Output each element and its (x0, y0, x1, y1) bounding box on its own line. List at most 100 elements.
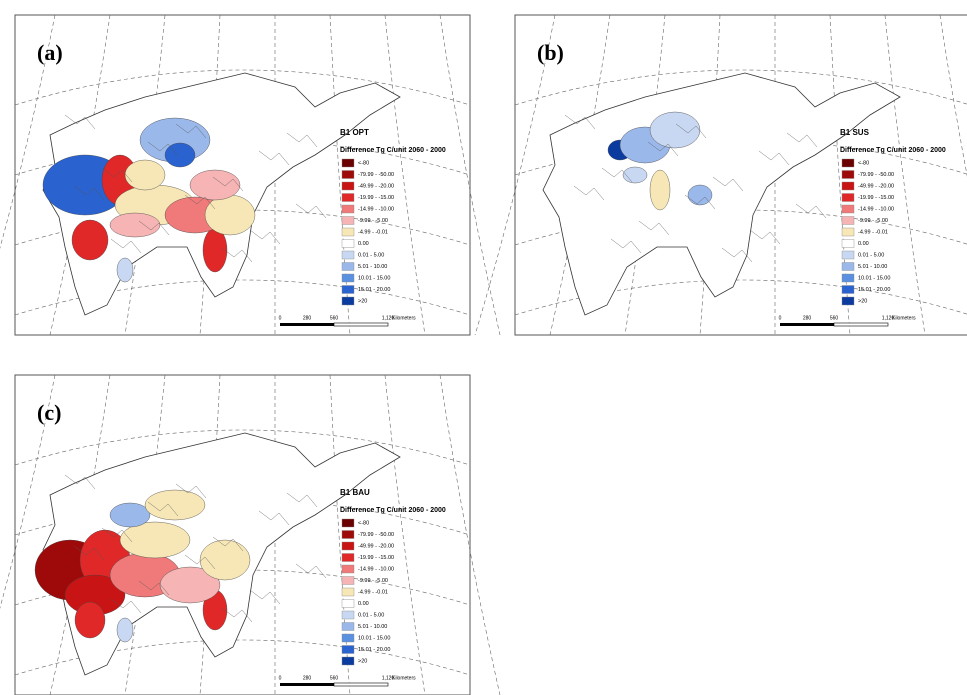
graticule (884, 14, 926, 336)
region-boundary (601, 167, 633, 183)
scale-label: 280 (303, 675, 312, 681)
region-boundary (221, 247, 253, 263)
legend-label: 10.01 - 15.00 (858, 275, 890, 281)
region-fill (116, 257, 134, 283)
region-boundary (175, 483, 207, 499)
legend-label: >20 (858, 298, 867, 304)
region-boundary (64, 474, 96, 490)
region-boundary (258, 150, 290, 166)
region-boundary (638, 220, 670, 236)
legend-label: <-80 (358, 160, 369, 166)
region-fill (119, 521, 191, 559)
region-boundary (101, 527, 133, 543)
region-boundary (147, 141, 179, 157)
legend-label: -79.99 - -50.00 (358, 532, 394, 538)
scale-label: 0 (279, 675, 282, 681)
region-fill (71, 219, 109, 261)
region-boundary (73, 185, 105, 201)
region-fill (74, 601, 106, 639)
legend-swatch (341, 296, 355, 306)
legend-swatch (841, 216, 855, 225)
scale-label: 560 (330, 675, 339, 681)
region-boundary (249, 589, 281, 605)
legend-label: 10.01 - 15.00 (358, 275, 390, 281)
region-boundary (286, 132, 318, 148)
region-fill (164, 142, 196, 168)
region-fill (199, 539, 251, 581)
legend-swatch (841, 262, 855, 271)
region-fill (116, 617, 134, 643)
graticule (514, 69, 967, 106)
legend-swatch (341, 530, 355, 539)
legend-swatch (341, 656, 355, 666)
legend-swatch (841, 170, 855, 179)
region-fill (202, 227, 228, 273)
legend-label: 5.01 - 10.00 (358, 624, 387, 630)
legend-label: 0.00 (358, 241, 369, 247)
legend-swatch (341, 622, 355, 631)
legend-swatch (841, 158, 855, 168)
legend-label: 5.01 - 10.00 (858, 264, 887, 270)
legend-swatch (841, 250, 855, 260)
legend-swatch (341, 633, 355, 643)
graticule (474, 14, 556, 336)
legend-swatch (341, 262, 355, 271)
region-fill (622, 166, 648, 184)
region-fill (189, 169, 241, 201)
scale-label: 0 (779, 315, 782, 321)
graticule (439, 14, 501, 336)
region-boundary (564, 114, 596, 130)
legend-swatch (341, 227, 355, 237)
legend-label: 10.01 - 15.00 (358, 635, 390, 641)
region-boundary (110, 598, 142, 614)
legend-scenario: B1 OPT (340, 128, 369, 137)
legend-swatch (341, 158, 355, 168)
region-boundary (573, 185, 605, 201)
scale-label: 280 (303, 315, 312, 321)
legend-swatch (341, 239, 355, 248)
legend-label: -4.99 - -0.01 (358, 229, 388, 235)
legend-label: 0.01 - 5.00 (358, 252, 384, 258)
legend-swatch (341, 599, 355, 608)
region-boundary (786, 132, 818, 148)
legend-label: -4.99 - -0.01 (858, 229, 888, 235)
legend-label: -14.99 - -10.00 (858, 206, 894, 212)
graticule (14, 279, 471, 316)
graticule (0, 14, 56, 249)
legend-swatch (341, 553, 355, 562)
region-boundary (64, 114, 96, 130)
scale-label: 1,120 (882, 315, 895, 321)
legend-swatch (341, 645, 355, 654)
scale-bar (280, 683, 334, 686)
region-boundary (138, 220, 170, 236)
graticule (0, 374, 56, 609)
legend-label: -9.99 - -5.00 (358, 578, 388, 584)
legend-swatch (841, 227, 855, 237)
legend-swatch (841, 193, 855, 202)
region-boundary (795, 203, 827, 219)
region-fill (109, 502, 151, 528)
legend-swatch (341, 273, 355, 283)
scale-bar (833, 322, 889, 327)
legend-swatch (341, 518, 355, 528)
region-boundary (295, 563, 327, 579)
region-boundary (147, 501, 179, 517)
graticule (514, 279, 967, 316)
legend-label: -79.99 - -50.00 (858, 172, 894, 178)
legend-swatch (341, 193, 355, 202)
legend-label: <-80 (858, 160, 869, 166)
region-boundary (184, 554, 216, 570)
region-boundary (286, 492, 318, 508)
graticule (384, 14, 426, 336)
region-fill (124, 159, 166, 191)
legend-label: 15.01 - 20.00 (358, 287, 390, 293)
scale-bar (780, 323, 834, 326)
region-boundary (647, 141, 679, 157)
legend-label: -19.99 - -15.00 (358, 195, 394, 201)
legend-title: Difference Tg C/unit 2060 - 2000 (340, 507, 446, 514)
legend-swatch (341, 541, 355, 551)
legend-label: 0.00 (858, 241, 869, 247)
scale-label: 1,120 (382, 315, 395, 321)
region-boundary (221, 607, 253, 623)
